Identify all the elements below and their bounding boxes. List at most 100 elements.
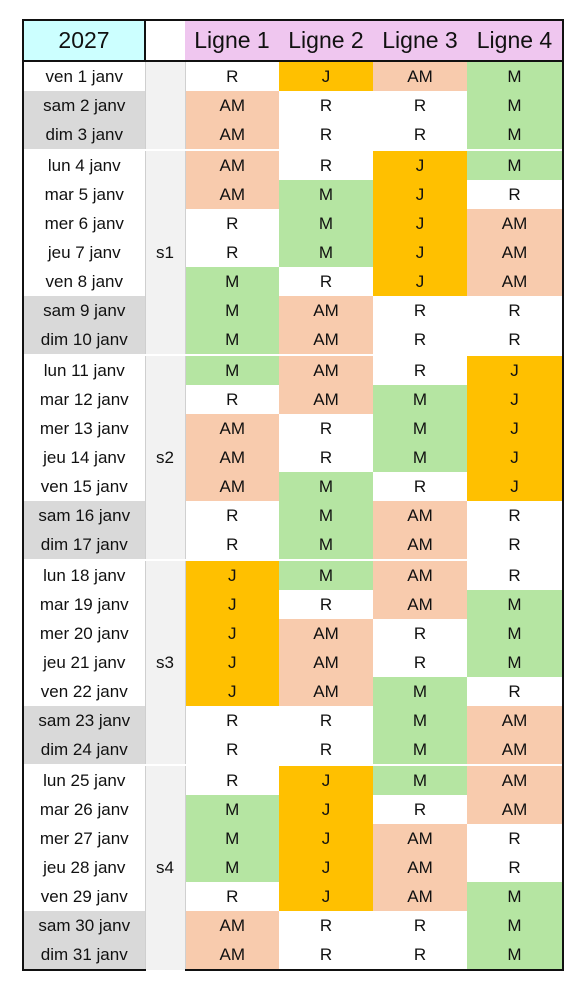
date-cell[interactable]: mer 13 janv [22,414,146,443]
shift-cell-line-4[interactable]: J [467,385,564,414]
shift-cell-line-3[interactable]: M [373,764,467,795]
shift-cell-line-1[interactable]: R [185,209,279,238]
shift-cell-line-1[interactable]: AM [185,149,279,180]
shift-cell-line-2[interactable]: R [279,91,373,120]
shift-cell-line-4[interactable]: R [467,530,564,560]
shift-cell-line-2[interactable]: J [279,853,373,882]
week-cell[interactable]: s3 [145,559,186,765]
shift-cell-line-3[interactable]: AM [373,824,467,853]
shift-cell-line-4[interactable]: M [467,648,564,677]
shift-cell-line-1[interactable]: AM [185,911,279,940]
shift-cell-line-1[interactable]: R [185,882,279,911]
shift-cell-line-1[interactable]: J [185,619,279,648]
shift-cell-line-1[interactable]: J [185,590,279,619]
shift-cell-line-1[interactable]: J [185,648,279,677]
shift-cell-line-2[interactable]: J [279,882,373,911]
date-cell[interactable]: dim 17 janv [22,530,146,560]
shift-cell-line-1[interactable]: R [185,238,279,267]
shift-cell-line-2[interactable]: R [279,267,373,296]
shift-cell-line-2[interactable]: AM [279,648,373,677]
shift-cell-line-2[interactable]: AM [279,619,373,648]
shift-cell-line-4[interactable]: AM [467,764,564,795]
shift-cell-line-1[interactable]: M [185,354,279,385]
shift-cell-line-1[interactable]: R [185,706,279,735]
date-cell[interactable]: jeu 7 janv [22,238,146,267]
shift-cell-line-1[interactable]: AM [185,940,279,971]
shift-cell-line-3[interactable]: M [373,414,467,443]
shift-cell-line-4[interactable]: AM [467,706,564,735]
shift-cell-line-4[interactable]: R [467,824,564,853]
shift-cell-line-1[interactable]: R [185,501,279,530]
shift-cell-line-2[interactable]: AM [279,296,373,325]
shift-cell-line-3[interactable]: M [373,385,467,414]
date-cell[interactable]: jeu 21 janv [22,648,146,677]
week-cell[interactable]: s4 [145,764,186,970]
shift-cell-line-4[interactable]: M [467,61,564,91]
shift-cell-line-3[interactable]: J [373,209,467,238]
shift-cell-line-4[interactable]: AM [467,238,564,267]
shift-cell-line-3[interactable]: R [373,120,467,150]
date-cell[interactable]: lun 25 janv [22,764,146,795]
shift-cell-line-1[interactable]: AM [185,472,279,501]
shift-cell-line-3[interactable]: R [373,91,467,120]
shift-cell-line-2[interactable]: J [279,824,373,853]
date-cell[interactable]: mer 20 janv [22,619,146,648]
shift-cell-line-3[interactable]: J [373,238,467,267]
date-cell[interactable]: sam 30 janv [22,911,146,940]
shift-cell-line-4[interactable]: AM [467,209,564,238]
date-cell[interactable]: sam 2 janv [22,91,146,120]
date-cell[interactable]: ven 22 janv [22,677,146,706]
shift-cell-line-1[interactable]: J [185,677,279,706]
date-cell[interactable]: mer 6 janv [22,209,146,238]
date-cell[interactable]: lun 4 janv [22,149,146,180]
shift-cell-line-3[interactable]: AM [373,590,467,619]
shift-cell-line-3[interactable]: AM [373,530,467,560]
date-cell[interactable]: lun 18 janv [22,559,146,590]
shift-cell-line-4[interactable]: R [467,325,564,355]
shift-cell-line-2[interactable]: AM [279,385,373,414]
shift-cell-line-1[interactable]: R [185,764,279,795]
date-cell[interactable]: sam 16 janv [22,501,146,530]
shift-cell-line-3[interactable]: R [373,940,467,971]
shift-cell-line-2[interactable]: M [279,501,373,530]
shift-cell-line-2[interactable]: AM [279,354,373,385]
date-cell[interactable]: mar 19 janv [22,590,146,619]
shift-cell-line-1[interactable]: R [185,385,279,414]
date-cell[interactable]: jeu 28 janv [22,853,146,882]
shift-cell-line-2[interactable]: R [279,120,373,150]
line-1-header[interactable]: Ligne 1 [185,19,279,62]
shift-cell-line-3[interactable]: R [373,296,467,325]
shift-cell-line-1[interactable]: AM [185,443,279,472]
shift-cell-line-2[interactable]: M [279,238,373,267]
shift-cell-line-3[interactable]: R [373,795,467,824]
shift-cell-line-2[interactable]: R [279,414,373,443]
shift-cell-line-3[interactable]: R [373,648,467,677]
shift-cell-line-3[interactable]: AM [373,853,467,882]
shift-cell-line-4[interactable]: M [467,590,564,619]
shift-cell-line-4[interactable]: J [467,414,564,443]
shift-cell-line-3[interactable]: M [373,706,467,735]
date-cell[interactable]: ven 29 janv [22,882,146,911]
shift-cell-line-3[interactable]: M [373,677,467,706]
shift-cell-line-4[interactable]: R [467,853,564,882]
shift-cell-line-3[interactable]: R [373,472,467,501]
shift-cell-line-1[interactable]: J [185,559,279,590]
shift-cell-line-2[interactable]: AM [279,677,373,706]
date-cell[interactable]: dim 31 janv [22,940,146,971]
shift-cell-line-1[interactable]: M [185,853,279,882]
shift-cell-line-2[interactable]: AM [279,325,373,355]
shift-cell-line-2[interactable]: M [279,209,373,238]
shift-cell-line-3[interactable]: R [373,325,467,355]
shift-cell-line-4[interactable]: M [467,619,564,648]
shift-cell-line-4[interactable]: AM [467,267,564,296]
shift-cell-line-2[interactable]: R [279,590,373,619]
shift-cell-line-3[interactable]: R [373,354,467,385]
shift-cell-line-3[interactable]: J [373,267,467,296]
date-cell[interactable]: mar 5 janv [22,180,146,209]
shift-cell-line-4[interactable]: R [467,501,564,530]
shift-cell-line-4[interactable]: R [467,559,564,590]
line-4-header[interactable]: Ligne 4 [467,19,564,62]
shift-cell-line-2[interactable]: R [279,911,373,940]
shift-cell-line-1[interactable]: M [185,267,279,296]
date-cell[interactable]: ven 1 janv [22,61,146,91]
